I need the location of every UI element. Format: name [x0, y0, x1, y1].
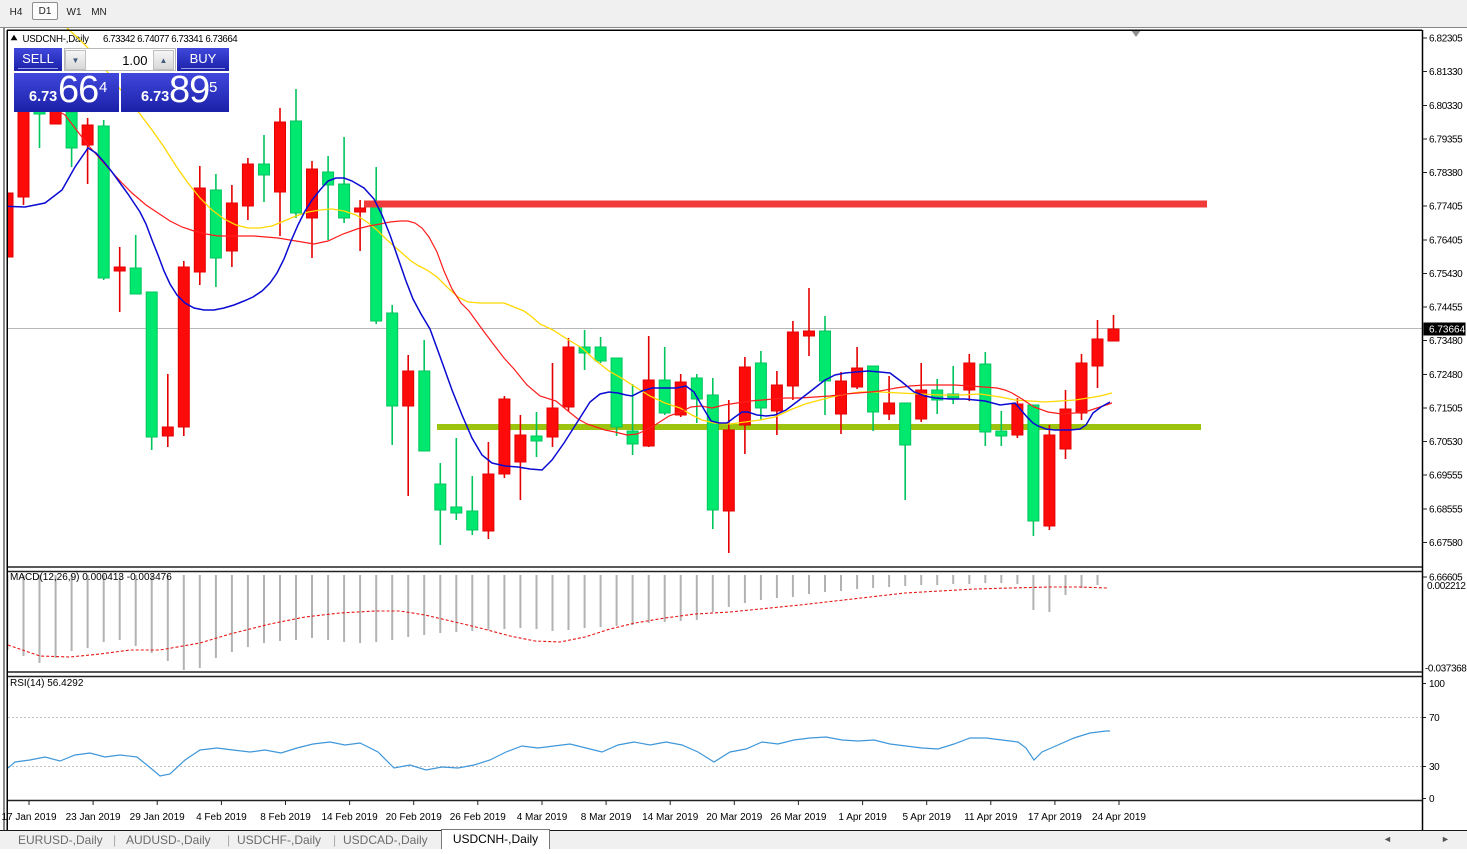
svg-text:24 Apr 2019: 24 Apr 2019 — [1092, 812, 1146, 823]
svg-text:6.76405: 6.76405 — [1429, 236, 1463, 247]
svg-text:20 Mar 2019: 20 Mar 2019 — [706, 812, 763, 823]
svg-text:0.002212: 0.002212 — [1427, 581, 1466, 592]
svg-text:6.73664: 6.73664 — [1429, 325, 1466, 336]
svg-text:30: 30 — [1429, 762, 1440, 773]
svg-text:6.73342 6.74077 6.73341 6.7366: 6.73342 6.74077 6.73341 6.73664 — [103, 34, 238, 45]
svg-text:4 Mar 2019: 4 Mar 2019 — [517, 812, 568, 823]
svg-text:14 Feb 2019: 14 Feb 2019 — [322, 812, 379, 823]
svg-text:17 Jan 2019: 17 Jan 2019 — [1, 812, 56, 823]
svg-text:6.79355: 6.79355 — [1429, 135, 1463, 146]
svg-text:26 Mar 2019: 26 Mar 2019 — [770, 812, 827, 823]
svg-text:1 Apr 2019: 1 Apr 2019 — [838, 812, 887, 823]
svg-text:29 Jan 2019: 29 Jan 2019 — [130, 812, 185, 823]
svg-text:14 Mar 2019: 14 Mar 2019 — [642, 812, 699, 823]
svg-text:8 Mar 2019: 8 Mar 2019 — [581, 812, 632, 823]
svg-text:USDCNH-,Daily: USDCNH-,Daily — [23, 34, 90, 45]
svg-text:100: 100 — [1429, 679, 1445, 690]
svg-text:6.78380: 6.78380 — [1429, 168, 1463, 179]
svg-text:6.82305: 6.82305 — [1429, 34, 1463, 45]
svg-text:6.73480: 6.73480 — [1429, 336, 1463, 347]
svg-text:6.68555: 6.68555 — [1429, 505, 1463, 516]
svg-text:26 Feb 2019: 26 Feb 2019 — [450, 812, 507, 823]
svg-text:23 Jan 2019: 23 Jan 2019 — [66, 812, 121, 823]
svg-text:6.74455: 6.74455 — [1429, 303, 1463, 314]
svg-text:6.66605: 6.66605 — [1429, 573, 1463, 584]
svg-text:4 Feb 2019: 4 Feb 2019 — [196, 812, 247, 823]
svg-text:6.75430: 6.75430 — [1429, 269, 1463, 280]
svg-text:11 Apr 2019: 11 Apr 2019 — [964, 812, 1018, 823]
svg-text:5 Apr 2019: 5 Apr 2019 — [903, 812, 952, 823]
svg-text:70: 70 — [1429, 713, 1440, 724]
svg-text:6.69555: 6.69555 — [1429, 471, 1463, 482]
svg-text:-0.037368: -0.037368 — [1425, 664, 1467, 675]
svg-text:8 Feb 2019: 8 Feb 2019 — [260, 812, 311, 823]
svg-text:6.71505: 6.71505 — [1429, 404, 1463, 415]
svg-text:6.77405: 6.77405 — [1429, 202, 1463, 213]
svg-text:6.80330: 6.80330 — [1429, 101, 1463, 112]
svg-text:20 Feb 2019: 20 Feb 2019 — [386, 812, 443, 823]
svg-text:17 Apr 2019: 17 Apr 2019 — [1028, 812, 1082, 823]
svg-text:6.72480: 6.72480 — [1429, 370, 1463, 381]
svg-text:6.70530: 6.70530 — [1429, 437, 1463, 448]
svg-text:6.81330: 6.81330 — [1429, 67, 1463, 78]
svg-text:6.67580: 6.67580 — [1429, 538, 1463, 549]
svg-text:0: 0 — [1429, 794, 1435, 805]
